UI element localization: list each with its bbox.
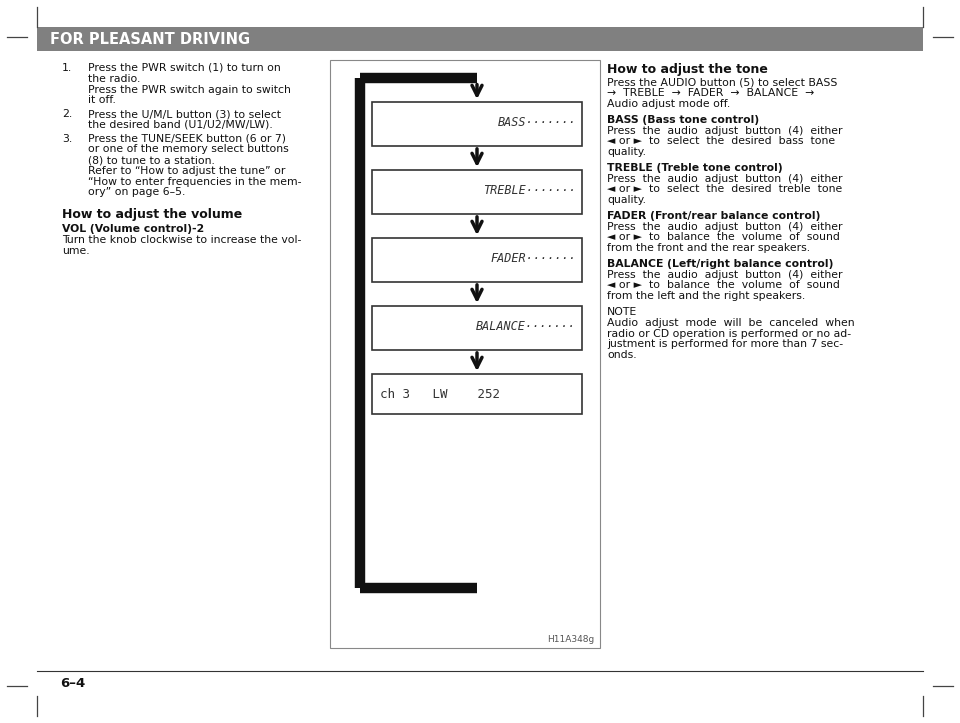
Text: FADER (Front/rear balance control): FADER (Front/rear balance control) bbox=[607, 211, 821, 221]
Text: Press  the  audio  adjust  button  (4)  either: Press the audio adjust button (4) either bbox=[607, 270, 843, 280]
Text: Press the AUDIO button (5) to select BASS: Press the AUDIO button (5) to select BAS… bbox=[607, 77, 837, 87]
Bar bbox=[330, 60, 600, 648]
Text: Press  the  audio  adjust  button  (4)  either: Press the audio adjust button (4) either bbox=[607, 126, 843, 135]
Text: How to adjust the volume: How to adjust the volume bbox=[62, 208, 242, 221]
Text: BASS (Bass tone control): BASS (Bass tone control) bbox=[607, 115, 759, 125]
Text: Press the TUNE/SEEK button (6 or 7): Press the TUNE/SEEK button (6 or 7) bbox=[88, 134, 286, 144]
Text: Press  the  audio  adjust  button  (4)  either: Press the audio adjust button (4) either bbox=[607, 174, 843, 184]
Text: Press  the  audio  adjust  button  (4)  either: Press the audio adjust button (4) either bbox=[607, 222, 843, 231]
Text: ◄ or ►  to  balance  the  volume  of  sound: ◄ or ► to balance the volume of sound bbox=[607, 232, 840, 242]
Bar bbox=[372, 170, 582, 214]
Text: Press the U/M/L button (3) to select: Press the U/M/L button (3) to select bbox=[88, 109, 281, 119]
Text: NOTE: NOTE bbox=[607, 307, 637, 317]
Bar bbox=[372, 306, 582, 350]
Text: from the left and the right speakers.: from the left and the right speakers. bbox=[607, 291, 805, 301]
Text: ory” on page 6–5.: ory” on page 6–5. bbox=[88, 187, 185, 197]
Text: quality.: quality. bbox=[607, 195, 646, 205]
Text: the desired band (U1/U2/MW/LW).: the desired band (U1/U2/MW/LW). bbox=[88, 120, 273, 130]
Text: Press the PWR switch again to switch: Press the PWR switch again to switch bbox=[88, 85, 291, 95]
Text: or one of the memory select buttons: or one of the memory select buttons bbox=[88, 145, 289, 154]
Text: from the front and the rear speakers.: from the front and the rear speakers. bbox=[607, 243, 810, 253]
Text: quality.: quality. bbox=[607, 147, 646, 157]
Text: H11A348g: H11A348g bbox=[547, 635, 594, 644]
Bar bbox=[372, 374, 582, 414]
Text: →  TREBLE  →  FADER  →  BALANCE  →: → TREBLE → FADER → BALANCE → bbox=[607, 88, 814, 98]
Text: Audio adjust mode off.: Audio adjust mode off. bbox=[607, 99, 731, 109]
Bar bbox=[372, 102, 582, 146]
Text: ◄ or ►  to  balance  the  volume  of  sound: ◄ or ► to balance the volume of sound bbox=[607, 281, 840, 291]
Text: VOL (Volume control)-2: VOL (Volume control)-2 bbox=[62, 223, 204, 234]
Bar bbox=[372, 238, 582, 282]
Text: BASS·······: BASS······· bbox=[497, 116, 576, 129]
Text: Audio  adjust  mode  will  be  canceled  when: Audio adjust mode will be canceled when bbox=[607, 318, 854, 328]
Text: 3.: 3. bbox=[62, 134, 72, 144]
Text: ume.: ume. bbox=[62, 247, 89, 256]
Text: 2.: 2. bbox=[62, 109, 72, 119]
Text: Refer to “How to adjust the tune” or: Refer to “How to adjust the tune” or bbox=[88, 166, 285, 176]
Text: Press the PWR switch (1) to turn on: Press the PWR switch (1) to turn on bbox=[88, 63, 280, 73]
Text: FADER·······: FADER······· bbox=[491, 252, 576, 265]
Text: Turn the knob clockwise to increase the vol-: Turn the knob clockwise to increase the … bbox=[62, 236, 301, 245]
Text: (8) to tune to a station.: (8) to tune to a station. bbox=[88, 155, 215, 165]
Text: radio or CD operation is performed or no ad-: radio or CD operation is performed or no… bbox=[607, 328, 852, 338]
Text: justment is performed for more than 7 sec-: justment is performed for more than 7 se… bbox=[607, 339, 843, 349]
Text: 1.: 1. bbox=[62, 63, 72, 73]
Text: it off.: it off. bbox=[88, 95, 116, 106]
Text: BALANCE·······: BALANCE······· bbox=[476, 320, 576, 333]
Text: onds.: onds. bbox=[607, 350, 636, 360]
Text: “How to enter frequencies in the mem-: “How to enter frequencies in the mem- bbox=[88, 176, 301, 187]
Text: ◄ or ►  to  select  the  desired  bass  tone: ◄ or ► to select the desired bass tone bbox=[607, 137, 835, 146]
Text: FOR PLEASANT DRIVING: FOR PLEASANT DRIVING bbox=[50, 32, 251, 46]
Text: TREBLE (Treble tone control): TREBLE (Treble tone control) bbox=[607, 163, 782, 173]
Text: BALANCE (Left/right balance control): BALANCE (Left/right balance control) bbox=[607, 259, 833, 269]
Text: the radio.: the radio. bbox=[88, 74, 140, 84]
Text: TREBLE·······: TREBLE······· bbox=[484, 184, 576, 197]
Text: How to adjust the tone: How to adjust the tone bbox=[607, 63, 768, 76]
Text: 6–4: 6–4 bbox=[60, 677, 85, 690]
Bar bbox=[37, 27, 923, 51]
Text: ch 3   LW    252: ch 3 LW 252 bbox=[380, 388, 500, 401]
Text: ◄ or ►  to  select  the  desired  treble  tone: ◄ or ► to select the desired treble tone bbox=[607, 184, 842, 194]
